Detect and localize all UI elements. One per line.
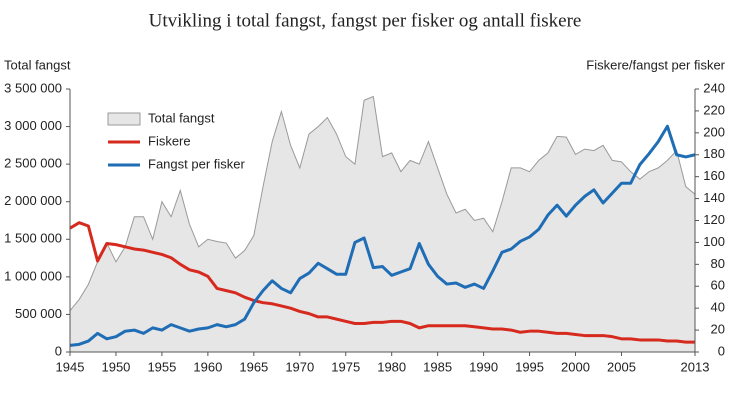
x-tick-label: 1950 <box>101 359 130 374</box>
y-tick-label: 2 500 000 <box>4 156 62 171</box>
y-tick-label: 1 000 000 <box>4 268 62 283</box>
x-tick-label: 1980 <box>377 359 406 374</box>
y2-tick-label: 180 <box>703 146 725 161</box>
legend-label: Fiskere <box>148 133 191 148</box>
y-axis-title: Total fangst <box>4 57 71 72</box>
y2-tick-label: 40 <box>711 300 725 315</box>
y2-tick-label: 0 <box>718 343 725 358</box>
y2-tick-label: 120 <box>703 212 725 227</box>
y-tick-label: 500 000 <box>15 306 62 321</box>
y-tick-label: 3 000 000 <box>4 118 62 133</box>
y2-tick-label: 80 <box>711 256 725 271</box>
y2-tick-label: 240 <box>703 80 725 95</box>
y-tick-label: 3 500 000 <box>4 80 62 95</box>
y2-tick-label: 20 <box>711 322 725 337</box>
x-tick-label: 2000 <box>561 359 590 374</box>
x-tick-label: 2005 <box>607 359 636 374</box>
y2-axis-title: Fiskere/fangst per fisker <box>586 57 725 72</box>
y2-tick-label: 160 <box>703 168 725 183</box>
chart-title: Utvikling i total fangst, fangst per fis… <box>149 10 582 31</box>
legend-label: Fangst per fisker <box>148 156 245 171</box>
y2-tick-label: 200 <box>703 124 725 139</box>
x-tick-label: 1985 <box>423 359 452 374</box>
legend-label: Total fangst <box>148 110 215 125</box>
x-tick-label: 1960 <box>193 359 222 374</box>
y2-tick-label: 140 <box>703 190 725 205</box>
x-tick-label: 2013 <box>681 359 710 374</box>
area <box>69 95 696 353</box>
y-tick-label: 2 000 000 <box>4 193 62 208</box>
legend-swatch <box>107 112 141 126</box>
y-tick-label: 1 500 000 <box>4 231 62 246</box>
x-tick-label: 1965 <box>239 359 268 374</box>
y2-tick-label: 100 <box>703 234 725 249</box>
y2-tick-label: 60 <box>711 278 725 293</box>
x-tick-label: 1945 <box>56 359 85 374</box>
x-tick-label: 1975 <box>331 359 360 374</box>
y2-tick-label: 220 <box>703 102 725 117</box>
line <box>69 124 696 347</box>
x-tick-label: 1955 <box>147 359 176 374</box>
x-tick-label: 1970 <box>285 359 314 374</box>
x-tick-label: 1995 <box>515 359 544 374</box>
y-tick-label: 0 <box>55 343 62 358</box>
x-tick-label: 1990 <box>469 359 498 374</box>
line <box>69 221 695 344</box>
